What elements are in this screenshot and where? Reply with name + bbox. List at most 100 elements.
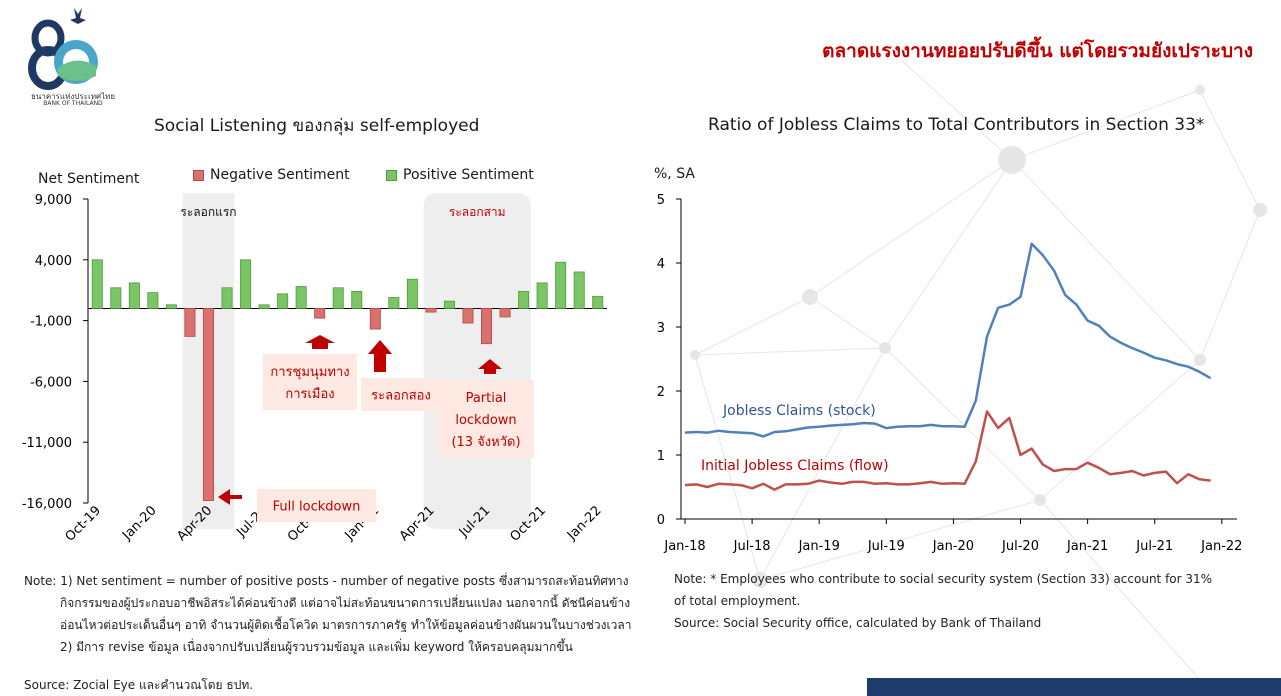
right-x-tick-label: Jul-21 [1135, 539, 1173, 554]
left-notes: Note: 1) Net sentiment = number of posit… [24, 570, 631, 658]
left-y-tick-label: -1,000 [30, 315, 72, 330]
footer-bar [867, 678, 1281, 696]
right-y-tick-label: 3 [657, 321, 665, 336]
right-y-tick-label: 2 [657, 385, 665, 400]
sentiment-bar-chart: ระลอกแรก ระลอกสาม 9,000 4,000 -1,000 -6,000 -1… [22, 193, 607, 545]
left-y-tick-label: -16,000 [22, 497, 72, 512]
initial-jobless-claims-flow-line [684, 410, 1211, 491]
left-note-line-3: อ่อนไหวต่อประเด็นอื่นๆ อาทิ จำนวนผู้ติดเ… [60, 618, 632, 632]
positive-sentiment-bar [332, 287, 344, 309]
negative-sentiment-bar [481, 308, 493, 345]
positive-sentiment-bar [518, 291, 530, 309]
negative-sentiment-bar [184, 308, 196, 337]
left-y-tick-label: 9,000 [35, 193, 72, 208]
right-y-tick-label: 4 [657, 257, 665, 272]
positive-sentiment-bar [295, 286, 307, 309]
positive-sentiment-bar [91, 259, 103, 309]
negative-sentiment-bar [462, 308, 474, 324]
right-x-tick-label: Jan-20 [932, 539, 974, 554]
negative-sentiment-bar [499, 308, 511, 318]
negative-swatch-icon [193, 169, 204, 181]
jobless-claims-stock-line [684, 242, 1212, 438]
positive-sentiment-bar [258, 304, 270, 309]
right-x-tick-label: Jan-19 [798, 539, 840, 554]
slide-title: ตลาดแรงงานทยอยปรับดีขึ้น แต่โดยรวมยังเปร… [822, 36, 1253, 66]
rally-annotation-box [263, 354, 357, 410]
partial-lockdown-annotation-text: lockdown [455, 413, 516, 428]
logo-subtext: BANK OF THAILAND [43, 100, 103, 107]
rally-annotation-text: การชุมนุมทาง [270, 365, 349, 380]
legend-positive-label: Positive Sentiment [403, 167, 534, 183]
left-chart-title: Social Listening ของกลุ่ม self-employed [154, 116, 480, 136]
positive-sentiment-bar [221, 287, 233, 309]
right-notes: Note: * Employees who contribute to soci… [674, 568, 1212, 634]
shaded-period-label: ระลอกแรก [180, 205, 236, 219]
positive-sentiment-bar [240, 259, 252, 309]
left-y-tick-label: -6,000 [30, 375, 72, 390]
full-lockdown-annotation-text: Full lockdown [273, 500, 361, 515]
negative-sentiment-bar [202, 308, 214, 501]
positive-sentiment-bar [573, 271, 585, 309]
background-network-decoration [690, 60, 1267, 681]
right-y-tick-label: 5 [657, 193, 665, 208]
logo-text: ธนาคารแห่งประเทศไทย [30, 92, 116, 101]
second-wave-annotation-box [361, 378, 441, 411]
partial-lockdown-annotation-text: (13 จังหวัด) [451, 435, 520, 450]
legend-negative-label: Negative Sentiment [210, 167, 350, 183]
left-note-line-2: กิจกรรมของผู้ประกอบอาชีพอิสระได้ค่อนข้าง… [60, 596, 631, 610]
legend-negative: Negative Sentiment [193, 167, 350, 183]
up-arrow-icon [305, 335, 335, 349]
left-y-axis-label: Net Sentiment [38, 171, 140, 187]
full-lockdown-annotation-box [257, 489, 376, 522]
positive-sentiment-bar [592, 295, 604, 309]
positive-sentiment-bar [388, 297, 400, 309]
stock-series-label: Jobless Claims (stock) [723, 403, 876, 419]
right-x-tick-label: Jul-20 [1001, 539, 1039, 554]
slide-title-rest: ทยอยปรับดีขึ้น แต่โดยรวมยังเปราะบาง [933, 40, 1253, 62]
right-y-tick-label: 1 [657, 449, 665, 464]
positive-sentiment-bar [165, 304, 177, 309]
second-wave-annotation-text: ระลอกสอง [371, 389, 431, 404]
partial-lockdown-annotation-text: Partial [466, 391, 507, 406]
right-x-tick-label: Jul-18 [733, 539, 771, 554]
right-x-tick-label: Jan-22 [1200, 539, 1242, 554]
positive-sentiment-bar [351, 291, 363, 309]
right-x-tick-label: Jul-19 [867, 539, 905, 554]
legend-positive: Positive Sentiment [386, 167, 534, 183]
positive-sentiment-bar [147, 292, 159, 309]
right-source: Source: Social Security office, calculat… [674, 616, 1042, 630]
bank-emblem-icon [28, 8, 98, 90]
positive-sentiment-bar [443, 300, 455, 309]
left-note-line-4: 2) มีการ revise ข้อมูล เนื่องจากปรับเปลี… [60, 640, 573, 654]
positive-sentiment-bar [110, 287, 122, 309]
partial-lockdown-annotation-box [438, 380, 534, 458]
right-x-tick-label: Jan-18 [663, 539, 705, 554]
rally-annotation-text: การเมือง [285, 386, 334, 402]
right-note-line-2: of total employment. [674, 594, 801, 608]
positive-swatch-icon [386, 169, 397, 181]
positive-sentiment-bar [406, 278, 418, 309]
negative-sentiment-bar [314, 308, 326, 319]
slide-title-highlight: ตลาดแรงงาน [822, 40, 934, 62]
positive-sentiment-bar [536, 282, 548, 309]
negative-sentiment-bar [425, 308, 437, 313]
right-y-axis-label: %, SA [654, 166, 695, 182]
positive-sentiment-bar [555, 261, 567, 309]
bank-logo: ธนาคารแห่งประเทศไทย BANK OF THAILAND [8, 4, 118, 108]
flow-series-label: Initial Jobless Claims (flow) [701, 458, 889, 474]
positive-sentiment-bar [277, 293, 289, 309]
right-note-line-1: Note: * Employees who contribute to soci… [674, 572, 1213, 586]
up-arrow-icon [368, 340, 392, 372]
up-arrow-icon [478, 359, 502, 374]
negative-sentiment-bar [369, 308, 381, 330]
left-y-tick-label: -11,000 [22, 436, 72, 451]
left-source: Source: Zocial Eye และคำนวณโดย ธปท. [24, 678, 254, 692]
right-x-tick-label: Jan-21 [1066, 539, 1108, 554]
left-arrow-icon [218, 489, 242, 505]
left-y-tick-label: 4,000 [35, 254, 72, 269]
right-y-tick-label: 0 [657, 513, 665, 528]
positive-sentiment-bar [128, 282, 140, 309]
jobless-claims-line-chart: 0 1 2 3 4 5 Jan-18 Jul-18 Jan-19 Jul-19 Jan-20 Jul-… [657, 193, 1243, 554]
left-note-line-1: Note: 1) Net sentiment = number of posit… [24, 574, 629, 588]
right-chart-title: Ratio of Jobless Claims to Total Contrib… [708, 115, 1205, 135]
